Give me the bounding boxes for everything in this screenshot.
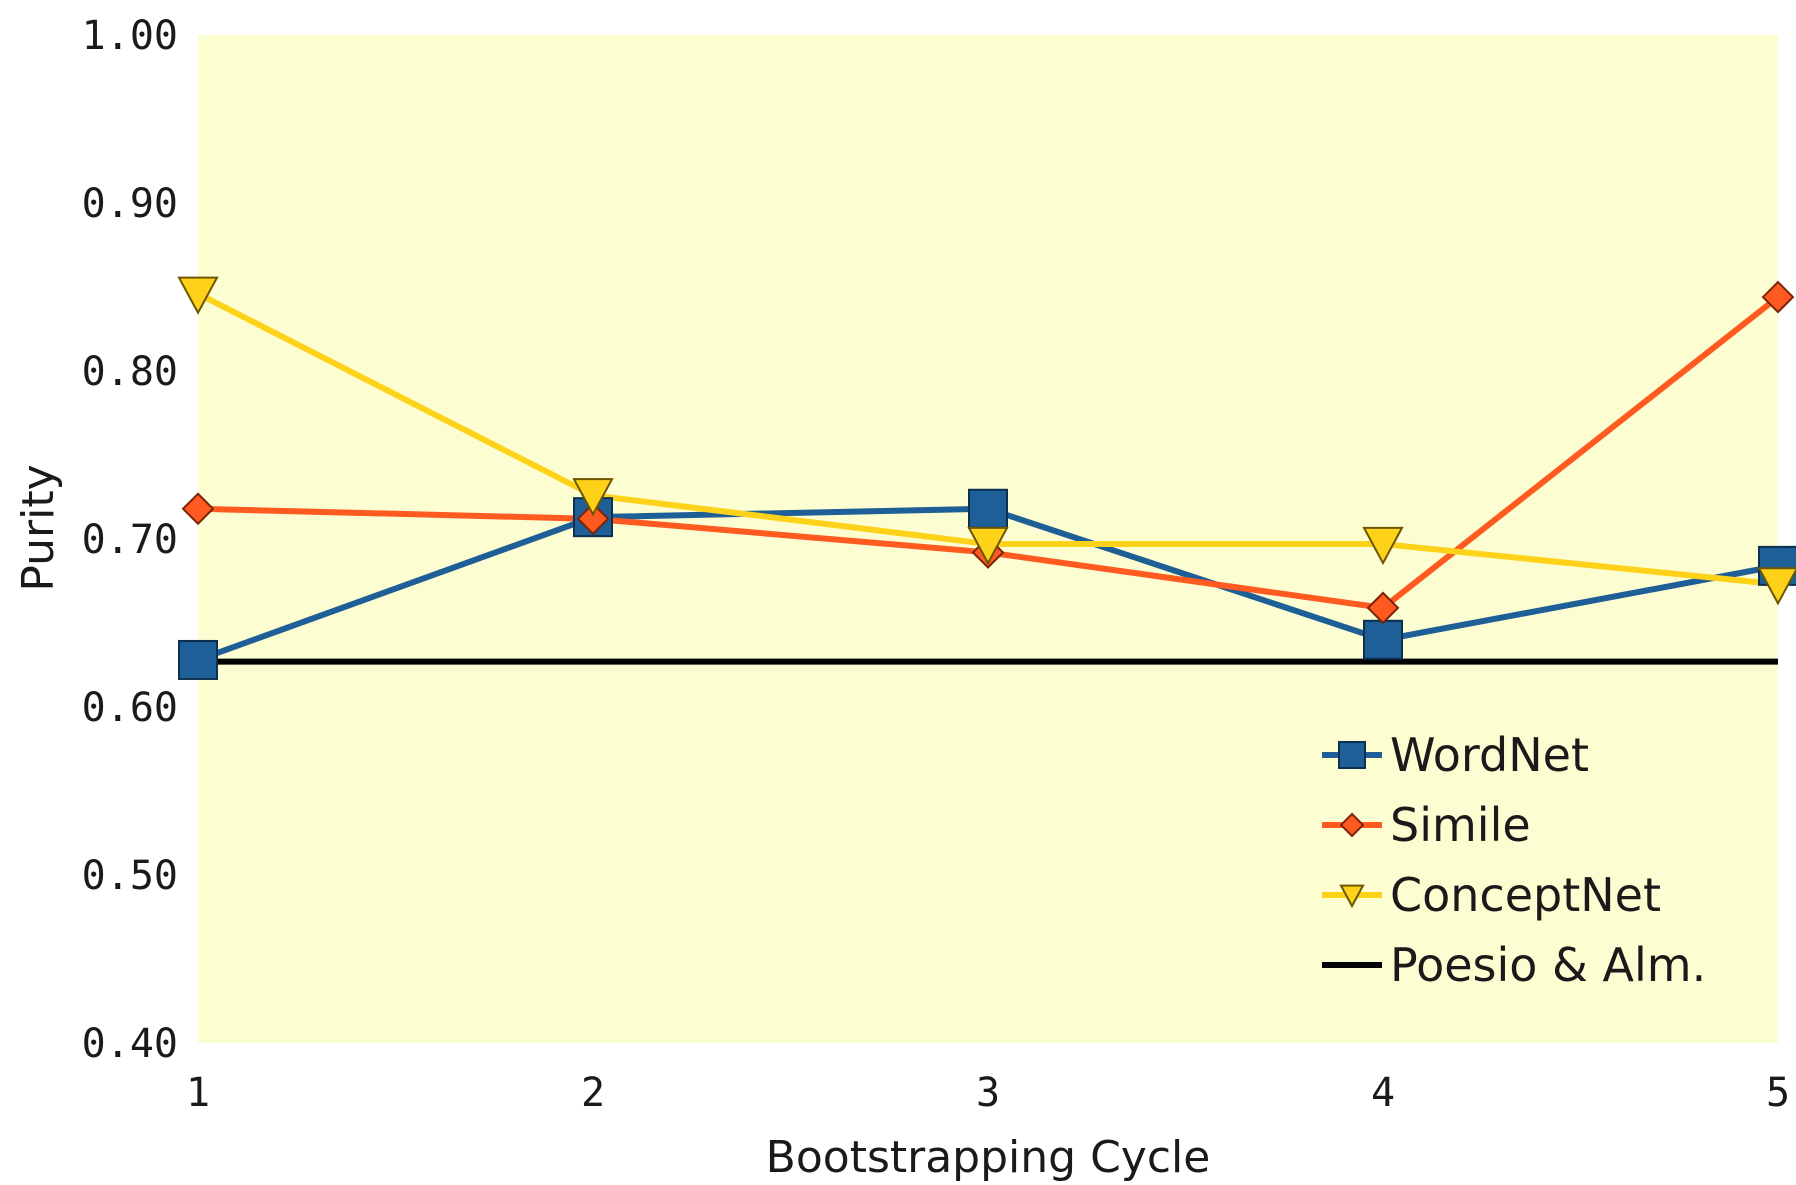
legend-item: ConceptNet <box>1322 868 1661 922</box>
series-markers <box>177 276 1796 680</box>
data-point-simile <box>1761 280 1795 314</box>
y-tick-label: 0.90 <box>82 181 178 227</box>
legend-marker <box>1338 741 1366 769</box>
legend-item: WordNet <box>1322 728 1589 782</box>
y-tick-label: 0.50 <box>82 853 178 899</box>
x-tick-label: 4 <box>1371 1070 1395 1116</box>
legend-label: Simile <box>1390 798 1531 852</box>
data-point-conceptnet <box>1757 567 1796 606</box>
y-tick-label: 0.70 <box>82 517 178 563</box>
y-tick-label: 0.60 <box>82 685 178 731</box>
data-point-wordnet <box>968 488 1008 529</box>
x-tick-label: 1 <box>186 1070 210 1116</box>
data-point-conceptnet <box>177 276 219 315</box>
legend-label: WordNet <box>1390 728 1589 782</box>
legend: WordNet Simile ConceptNet Poesio & Alm. <box>1322 728 1706 992</box>
legend-label: ConceptNet <box>1390 868 1661 922</box>
data-point-simile <box>576 502 610 536</box>
x-axis-ticks: 1 2 3 4 5 <box>186 1070 1790 1116</box>
x-tick-label: 5 <box>1766 1070 1790 1116</box>
y-axis-label: Purity <box>13 464 64 591</box>
y-tick-label: 0.40 <box>82 1021 178 1067</box>
data-point-simile <box>1366 591 1400 625</box>
x-tick-label: 3 <box>976 1070 1000 1116</box>
legend-marker <box>1339 884 1365 909</box>
data-point-conceptnet <box>572 478 614 517</box>
x-tick-label: 2 <box>581 1070 605 1116</box>
y-axis-ticks: 0.40 0.50 0.60 0.70 0.80 0.90 1.00 <box>82 13 178 1067</box>
legend-marker <box>1339 812 1365 838</box>
x-axis-label: Bootstrapping Cycle <box>766 1132 1211 1183</box>
data-point-simile <box>181 492 215 526</box>
legend-label: Poesio & Alm. <box>1390 938 1706 992</box>
legend-item: Simile <box>1322 798 1531 852</box>
legend-item: Poesio & Alm. <box>1322 938 1706 992</box>
y-tick-label: 0.80 <box>82 349 178 395</box>
data-point-conceptnet <box>967 526 1009 566</box>
data-point-wordnet <box>178 639 218 680</box>
data-point-conceptnet <box>1362 526 1404 566</box>
data-point-wordnet <box>1363 619 1403 660</box>
y-tick-label: 1.00 <box>82 13 178 59</box>
